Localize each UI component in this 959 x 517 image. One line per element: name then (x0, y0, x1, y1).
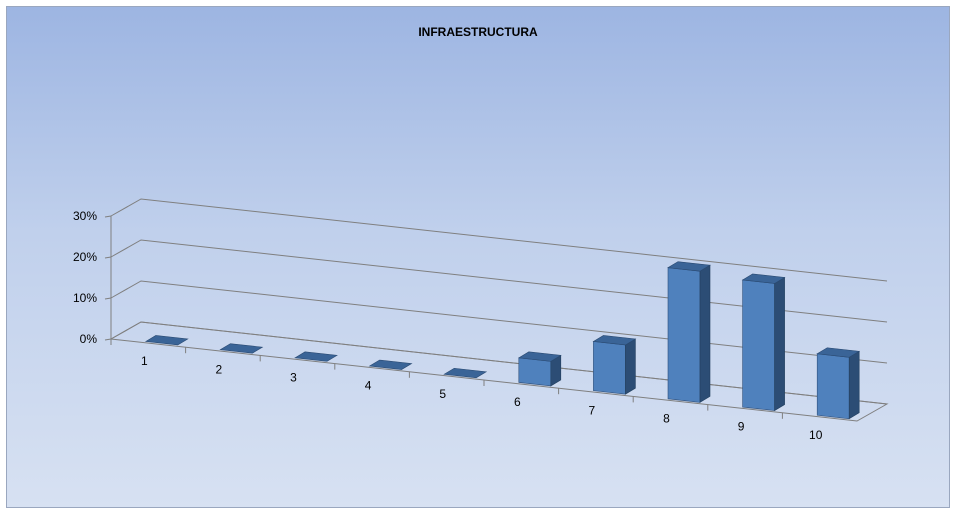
y-tick-label: 0% (80, 332, 98, 346)
bar-top-face (368, 359, 413, 370)
y-tick-mark (104, 338, 112, 341)
bar-top-face (741, 273, 786, 284)
chart-title: INFRAESTRUCTURA (418, 25, 538, 39)
bar-front-face (667, 267, 701, 403)
x-tick-label: 4 (365, 379, 372, 393)
x-tick-label: 2 (216, 362, 223, 376)
bar-side-face (848, 350, 860, 420)
y-tick-label: 30% (73, 209, 97, 223)
gridline (110, 239, 888, 323)
bar (667, 261, 711, 403)
bar (219, 343, 264, 354)
bar-top-face (443, 367, 488, 379)
bar-front-face (816, 353, 850, 420)
bar-top-face (144, 335, 189, 346)
x-tick-label: 8 (663, 412, 670, 426)
y-tick-label: 10% (73, 291, 97, 305)
y-tick-mark (104, 297, 112, 300)
bar (816, 347, 861, 420)
chart-area: INFRAESTRUCTURA (6, 6, 950, 508)
bar-side-face (774, 276, 785, 412)
bar (592, 335, 637, 395)
x-tick-label: 1 (141, 354, 148, 368)
bar (294, 351, 338, 362)
bar-front-face (593, 341, 626, 395)
bar-side-face (625, 338, 636, 395)
bar (741, 273, 786, 412)
bar (517, 351, 562, 387)
y-tick-label: 20% (73, 250, 97, 264)
bar-front-face (742, 279, 775, 411)
y-tick-mark (104, 256, 112, 259)
bar-front-face (518, 357, 552, 387)
bar-top-face (816, 347, 861, 358)
x-tick-label: 5 (439, 387, 446, 401)
x-tick-label: 7 (589, 403, 596, 417)
bar-top-face (592, 335, 637, 346)
bar (144, 335, 189, 346)
x-tick-label: 6 (514, 395, 521, 409)
bar (443, 367, 488, 379)
bar-top-face (294, 351, 338, 362)
chart-floor (109, 321, 889, 422)
gridline (110, 198, 888, 282)
bar-top-face (517, 351, 562, 362)
x-tick-label: 3 (290, 371, 297, 385)
x-tick-label: 9 (738, 420, 745, 434)
bar-side-face (699, 264, 711, 403)
bar (368, 359, 413, 370)
y-tick-mark (104, 215, 112, 218)
bar-top-face (667, 261, 711, 272)
gridline (110, 280, 888, 364)
x-tick-label: 10 (809, 428, 823, 442)
bar-top-face (219, 343, 264, 354)
